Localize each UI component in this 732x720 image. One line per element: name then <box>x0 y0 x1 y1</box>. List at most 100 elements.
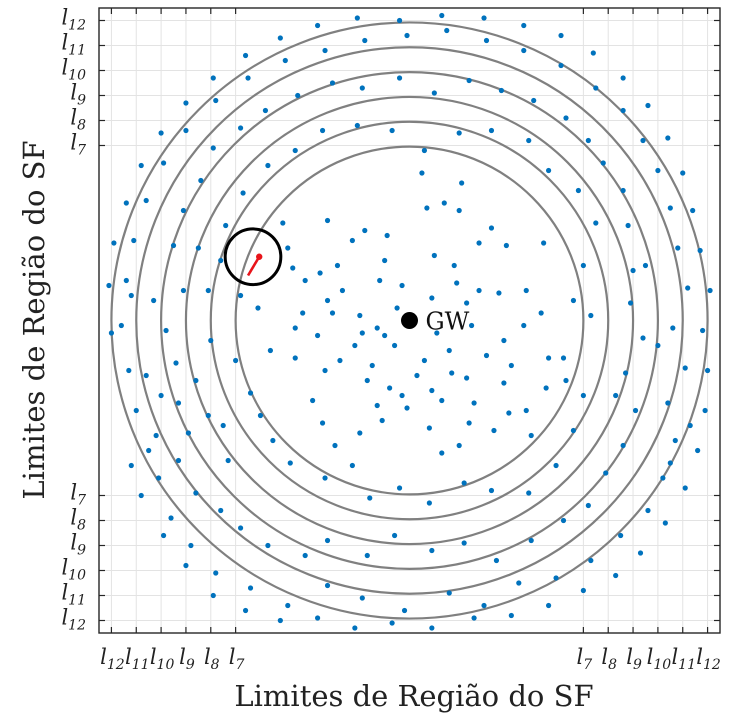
data-point <box>210 145 216 151</box>
data-point <box>466 77 472 84</box>
data-point <box>700 327 706 334</box>
data-point <box>541 240 547 246</box>
data-point <box>620 75 626 81</box>
data-point <box>170 242 177 249</box>
data-point <box>319 420 326 426</box>
y-tick-label: l10 <box>61 556 86 584</box>
data-point <box>426 425 432 431</box>
data-point <box>195 245 201 251</box>
data-point <box>590 50 596 56</box>
data-point <box>521 47 527 54</box>
data-point <box>483 352 490 359</box>
data-point <box>585 137 591 144</box>
data-point <box>128 292 134 299</box>
data-point <box>257 412 264 419</box>
y-tick-label: l8 <box>70 106 86 134</box>
data-point <box>185 430 192 436</box>
data-point <box>704 367 711 374</box>
data-point <box>439 12 445 19</box>
data-point <box>245 75 251 81</box>
data-point <box>429 625 435 631</box>
data-point <box>233 357 239 364</box>
data-point <box>697 247 703 254</box>
data-point <box>491 427 497 434</box>
y-tick-label: l12 <box>61 606 86 634</box>
data-point <box>242 607 249 614</box>
data-point <box>526 490 532 496</box>
data-point <box>476 287 482 294</box>
data-point <box>645 507 651 514</box>
data-point <box>685 285 691 291</box>
data-point <box>359 85 365 91</box>
highlight-group <box>223 227 283 287</box>
data-point <box>526 137 532 144</box>
end-device-points <box>106 12 713 631</box>
data-point <box>523 407 529 414</box>
data-point <box>441 200 447 206</box>
data-point <box>324 582 331 589</box>
data-point <box>623 370 629 376</box>
data-point <box>319 127 326 134</box>
data-point <box>242 52 249 59</box>
gateway-group: GW <box>401 308 470 336</box>
data-point <box>424 205 430 211</box>
y-tick-label: l8 <box>70 506 86 534</box>
data-point <box>471 615 477 621</box>
data-point <box>317 270 323 276</box>
data-point <box>255 305 261 311</box>
data-point <box>292 325 298 331</box>
data-point <box>389 620 395 626</box>
data-point <box>262 107 269 114</box>
data-point <box>670 325 676 331</box>
data-point <box>337 357 343 364</box>
data-point <box>391 532 398 539</box>
data-point <box>218 257 224 264</box>
sf-ring-10 <box>160 71 659 570</box>
data-point <box>449 370 455 376</box>
data-point <box>364 552 370 559</box>
data-point <box>660 475 666 481</box>
data-point <box>446 590 452 596</box>
data-point <box>382 257 388 264</box>
data-point <box>247 390 254 396</box>
data-point <box>173 360 179 366</box>
data-point <box>287 460 293 466</box>
data-point <box>352 342 358 349</box>
data-point <box>193 377 199 384</box>
data-point <box>637 550 644 556</box>
data-point <box>213 97 219 104</box>
data-point <box>570 297 577 304</box>
data-point <box>265 162 271 169</box>
data-point <box>563 115 569 121</box>
data-point <box>600 160 606 166</box>
data-point <box>354 122 360 129</box>
data-point <box>483 37 490 44</box>
data-point <box>354 15 360 21</box>
data-point <box>123 277 129 284</box>
x-tick-label: l12 <box>100 645 125 673</box>
data-point <box>528 432 534 439</box>
data-point <box>208 337 214 344</box>
data-point <box>593 85 599 91</box>
x-tick-label: l11 <box>125 645 150 673</box>
data-point <box>396 17 403 24</box>
data-point <box>322 367 328 374</box>
data-point <box>389 127 395 134</box>
data-point <box>431 252 437 259</box>
sf-ring-7 <box>234 145 585 496</box>
data-point <box>300 310 306 316</box>
data-point <box>357 312 363 319</box>
data-point <box>295 92 301 99</box>
x-axis-ticks: l12 l11 l10 l9 l8 l7 l7 l8 l9 l10 l11 l12 <box>100 8 721 673</box>
data-point <box>451 262 457 269</box>
data-point <box>575 187 582 194</box>
data-point <box>349 237 355 244</box>
data-point <box>404 32 410 39</box>
data-point <box>481 602 487 609</box>
sf-ring-12 <box>110 21 709 620</box>
data-point <box>531 97 537 104</box>
data-point <box>324 217 331 224</box>
data-point <box>156 475 162 481</box>
data-point <box>146 447 152 454</box>
data-point <box>362 37 368 44</box>
